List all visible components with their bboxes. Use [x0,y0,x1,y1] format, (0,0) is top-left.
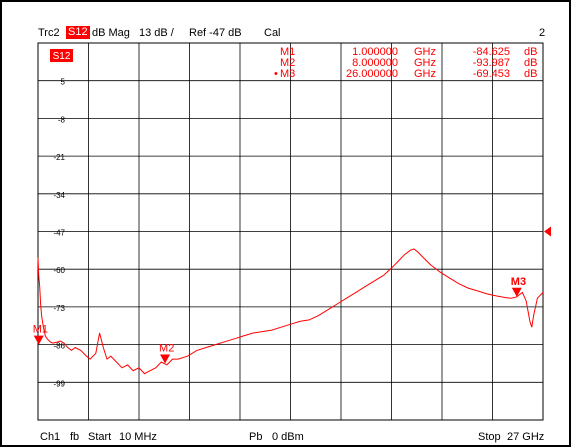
y-tick-label: -99 [53,379,65,388]
s12-trace-badge-bg[interactable] [50,49,73,62]
fb-label: fb [70,431,80,443]
y-tick-label: -34 [53,191,65,200]
marker-m3-triangle[interactable] [511,287,522,297]
marker-table-value: -69.453 [473,68,510,80]
y-tick-label: -8 [58,115,66,124]
y-tick-label: -47 [53,229,65,238]
marker-m1-label: M1 [33,324,48,336]
scale-label: 13 dB / [139,27,174,39]
y-tick-label: -21 [53,153,65,162]
format-label: dB Mag [92,27,130,39]
y-tick-label: 5 [61,78,66,87]
ref-level-label: Ref -47 dB [189,27,242,39]
marker-table-value: -93.987 [473,57,510,69]
y-tick-label: -86 [53,342,65,351]
marker-table-value: -84.625 [473,46,510,58]
y-tick-label: -60 [53,266,65,275]
marker-table-freq: 26.000000 [346,68,398,80]
marker-table-name: M3 [280,68,295,80]
channel-number: 2 [539,27,546,39]
trace-name[interactable]: Trc2 [38,27,60,39]
channel-label: Ch1 [40,431,61,443]
marker-table-value-unit: dB [524,68,537,80]
marker-m2-triangle[interactable] [160,354,171,364]
power-label: Pb [249,431,263,443]
marker-table-freq: 1.000000 [352,46,398,58]
cal-label: Cal [264,27,281,39]
y-tick-label: -73 [53,304,65,313]
marker-table-freq-unit: GHz [414,46,436,58]
marker-table-prefix: • [274,68,278,80]
marker-table-freq-unit: GHz [414,57,436,69]
marker-m1-triangle[interactable] [33,335,44,345]
marker-table-freq: 8.000000 [352,57,398,69]
ref-level-arrow[interactable] [544,226,551,237]
marker-table-name: M1 [280,46,295,58]
s12-trace-badge-label[interactable]: S12 [53,51,71,62]
marker-m2-label: M2 [159,342,174,354]
trace-line [37,248,544,375]
s-parameter-badge[interactable]: S12 [66,26,90,39]
marker-table-value-unit: dB [524,57,537,69]
marker-m3-label: M3 [511,276,526,288]
power-value: 0 dBm [272,431,304,443]
marker-table-name: M2 [280,57,295,69]
marker-table-freq-unit: GHz [414,68,436,80]
start-value: 10 MHz [119,431,157,443]
start-label: Start [88,431,112,443]
stop-label: Stop [478,431,501,443]
marker-table-value-unit: dB [524,46,537,58]
stop-value: 27 GHz [507,431,545,443]
